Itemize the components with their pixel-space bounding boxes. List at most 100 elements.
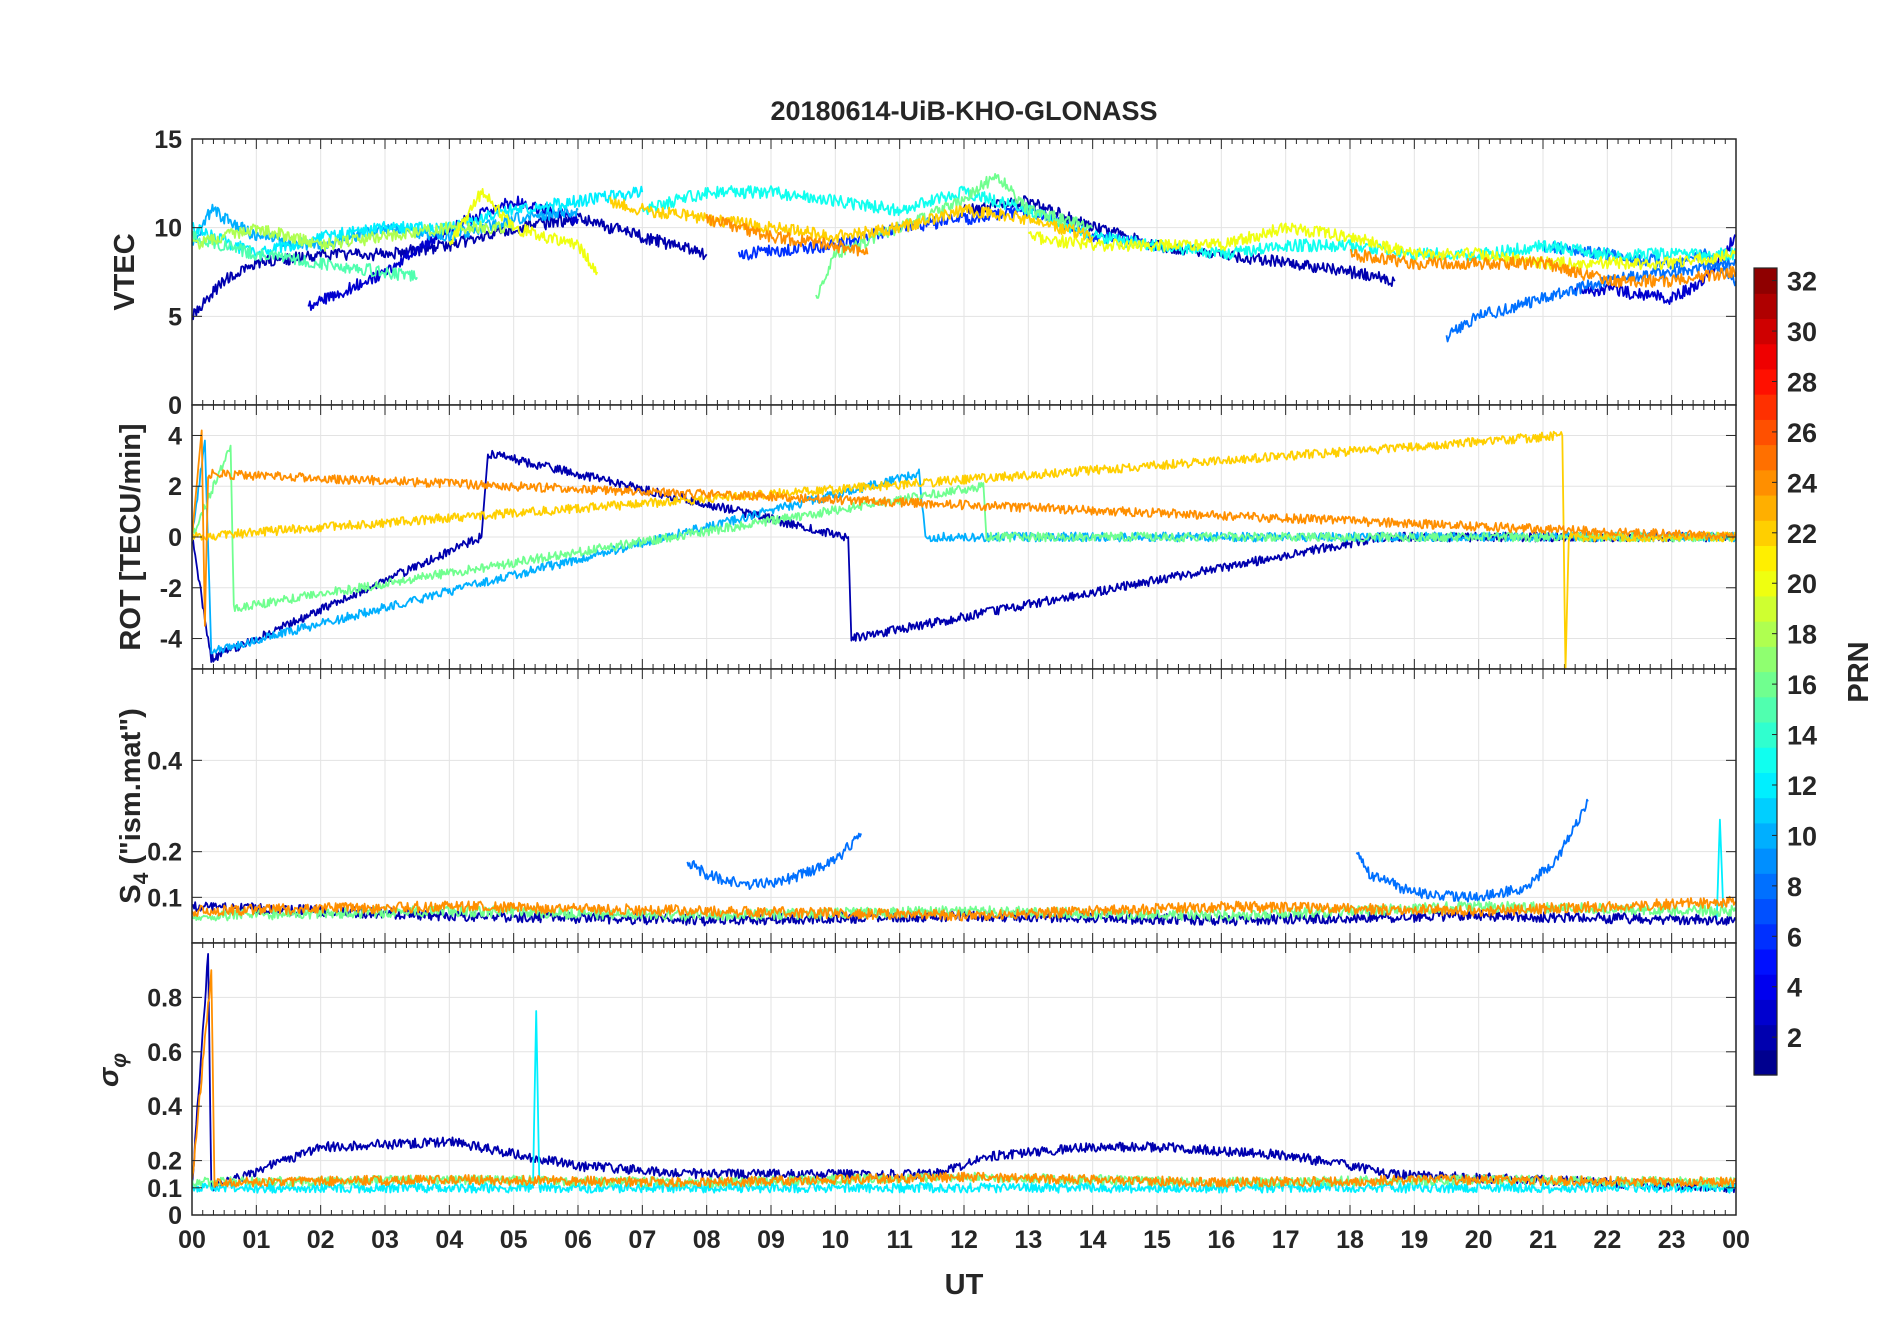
colorbar-swatch [1754,974,1777,1000]
colorbar-tick-label: 2 [1787,1023,1802,1053]
x-tick-label: 07 [628,1226,656,1254]
s4-y-axis-label: S4 ("ism.mat") [115,708,153,904]
x-tick-label: 17 [1272,1226,1300,1254]
y-tick-label: 10 [154,215,182,243]
series-line-prn-24 [1349,248,1736,288]
colorbar-swatch [1754,671,1777,698]
vtec-y-axis-label: VTEC [109,233,141,310]
sigma-label-sub: φ [108,1053,131,1068]
series-line-prn-8 [686,832,862,890]
x-tick-label: 05 [500,1226,528,1254]
x-tick-label: 09 [757,1226,785,1254]
y-tick-label: 15 [154,126,182,154]
x-tick-label: 02 [307,1226,335,1254]
series-line-prn-8 [1355,798,1589,903]
colorbar-swatch [1754,1024,1777,1051]
x-tick-label: 21 [1529,1226,1557,1254]
y-tick-label: -4 [160,626,182,654]
colorbar-swatch [1754,923,1777,950]
colorbar-swatch [1754,268,1777,294]
series-line-prn-16 [192,900,1736,922]
x-tick-label: 23 [1658,1226,1686,1254]
x-tick-label: 19 [1400,1226,1428,1254]
series-line-prn-24 [192,895,1736,922]
colorbar-swatch [1754,469,1777,496]
x-tick-label: 04 [435,1226,463,1254]
y-tick-label: 0.8 [147,984,182,1012]
rot-y-ticks: -4 -2 0 2 4 [160,422,1736,654]
x-tick-label: 00 [1722,1226,1750,1254]
x-tick-label: 14 [1079,1226,1107,1254]
colorbar-tick-label: 6 [1787,922,1802,952]
colorbar-swatch [1754,1049,1777,1076]
colorbar-swatch [1754,343,1777,370]
s4-y-ticks: 0.1 0.2 0.4 [147,747,1736,912]
x-tick-label: 10 [821,1226,849,1254]
colorbar-swatch [1754,696,1777,723]
x-tick-label: 03 [371,1226,399,1254]
colorbar-swatch [1754,570,1777,597]
y-tick-label: 0.4 [147,747,182,775]
y-tick-label: 2 [168,473,182,501]
x-tick-label: 11 [886,1226,913,1254]
sigma-phi-y-axis-label: σφ [93,1053,131,1087]
figure-title: 20180614-UiB-KHO-GLONASS [770,96,1157,126]
colorbar-tick-label: 4 [1787,973,1802,1003]
x-tick-labels: 00 01 02 03 04 05 06 07 08 09 10 11 12 13 14 15 16 17 18 19… [178,1226,1750,1254]
series-line-prn-8 [1445,257,1736,343]
colorbar-tick-label: 26 [1787,418,1817,448]
x-axis-label: UT [945,1269,984,1301]
y-tick-label: 0.4 [147,1093,182,1121]
s4-panel: 0.1 0.2 0.4 S4 ("ism.mat") [115,668,1737,944]
colorbar-label: PRN [1843,641,1875,702]
colorbar-swatch [1754,318,1777,345]
sigma-phi-y-ticks: 00.10.2 0.4 0.6 0.8 [147,984,1736,1230]
y-tick-label: 0 [168,392,182,420]
colorbar-swatch [1754,747,1777,773]
colorbar-swatch [1754,494,1777,521]
y-tick-label: 4 [168,422,182,450]
x-tick-label: 06 [564,1226,592,1254]
rot-panel: -4 -2 0 2 4 ROT [TECU/min] [115,404,1737,670]
colorbar-swatch [1754,444,1777,471]
s4-label-sub: 4 [130,872,153,884]
colorbar-tick-label: 8 [1787,872,1802,902]
series-line-prn-16 [192,444,1736,612]
y-tick-label: 0.1 [147,884,182,912]
y-tick-label: -2 [160,575,182,603]
series-line-prn-20 [448,187,599,276]
x-tick-label: 13 [1014,1226,1042,1254]
colorbar-swatch [1754,545,1777,572]
s4-series-group [192,798,1736,927]
colorbar-tick-label: 18 [1787,620,1817,650]
colorbar-swatch [1754,621,1777,647]
x-tick-label: 16 [1207,1226,1235,1254]
series-line-prn-8 [1542,240,1736,287]
colorbar-swatch [1754,368,1777,395]
series-line-prn-13 [641,185,1736,262]
colorbar-tick-label: 32 [1787,267,1817,297]
series-line-prn-24 [192,969,1736,1188]
y-tick-label: 0.6 [147,1039,182,1067]
sigma-phi-panel: 00.10.2 0.4 0.6 0.8 σφ [93,942,1737,1230]
colorbar-swatch [1754,848,1777,874]
colorbar-tick-label: 24 [1787,468,1817,498]
colorbar-swatch [1754,822,1777,849]
series-line-prn-22 [609,196,1094,244]
s4-label-rest: ("ism.mat") [115,708,147,872]
colorbar-swatch [1754,721,1777,748]
sigma-phi-series-group [192,953,1736,1194]
colorbar-swatch [1754,293,1777,320]
x-tick-label: 20 [1465,1226,1493,1254]
series-line-prn-12 [1715,818,1724,921]
sigma-phi-grid [191,943,1737,1216]
colorbar-swatch [1754,898,1777,925]
x-tick-label: 22 [1593,1226,1621,1254]
colorbar-tick-label: 20 [1787,569,1817,599]
colorbar-swatch [1754,595,1777,622]
rot-series-group [192,429,1736,669]
series-line-prn-10 [192,203,579,252]
colorbar-tick-label: 22 [1787,519,1817,549]
